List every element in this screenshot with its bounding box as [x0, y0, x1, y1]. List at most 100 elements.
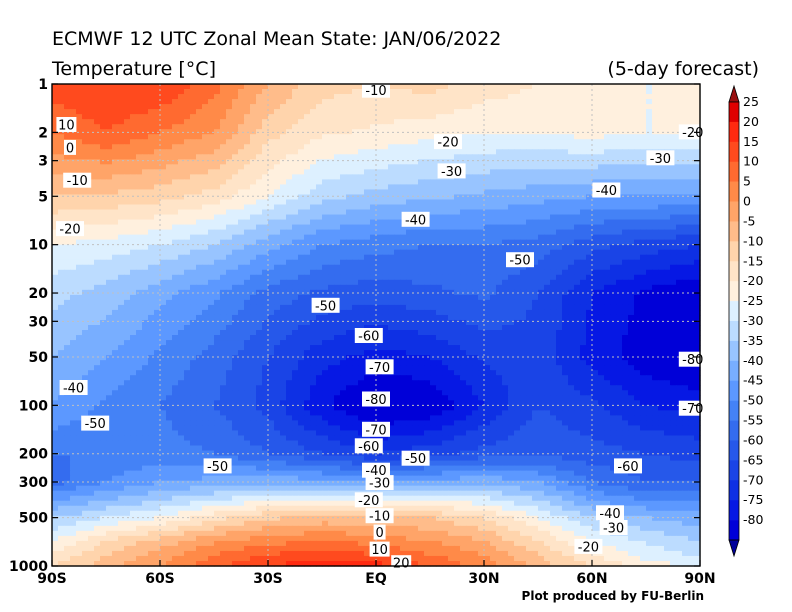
temperature-cell: [424, 89, 431, 95]
temperature-cell: [292, 89, 299, 95]
temperature-cell: [514, 144, 521, 150]
temperature-cell: [106, 89, 113, 95]
temperature-cell: [388, 204, 395, 211]
temperature-cell: [328, 264, 335, 271]
temperature-cell: [334, 274, 341, 281]
temperature-cell: [142, 174, 149, 180]
temperature-cell: [340, 269, 347, 276]
temperature-cell: [76, 119, 83, 125]
temperature-cell: [148, 99, 155, 105]
temperature-cell: [496, 219, 503, 226]
temperature-cell: [118, 119, 125, 125]
temperature-cell: [316, 84, 323, 90]
temperature-cell: [238, 159, 245, 165]
temperature-cell: [490, 179, 497, 186]
temperature-cell: [316, 169, 323, 175]
temperature-cell: [448, 104, 455, 110]
temperature-cell: [196, 299, 203, 306]
temperature-cell: [142, 264, 149, 271]
temperature-cell: [556, 154, 563, 160]
temperature-cell: [88, 314, 95, 321]
temperature-cell: [478, 194, 485, 201]
temperature-cell: [688, 159, 695, 165]
temperature-cell: [478, 234, 485, 241]
temperature-cell: [292, 174, 299, 180]
temperature-cell: [118, 134, 125, 140]
temperature-cell: [142, 239, 149, 246]
temperature-cell: [550, 149, 557, 155]
temperature-cell: [622, 99, 629, 105]
temperature-cell: [64, 309, 71, 316]
temperature-cell: [226, 279, 233, 286]
temperature-cell: [238, 189, 245, 196]
temperature-cell: [376, 279, 383, 286]
temperature-cell: [274, 254, 281, 261]
temperature-cell: [562, 214, 569, 221]
temperature-cell: [358, 109, 365, 115]
temperature-cell: [400, 144, 407, 150]
temperature-cell: [472, 89, 479, 95]
temperature-cell: [646, 209, 653, 216]
temperature-cell: [412, 239, 419, 246]
temperature-cell: [430, 184, 437, 191]
temperature-cell: [532, 114, 539, 120]
temperature-cell: [418, 249, 425, 256]
temperature-cell: [514, 274, 521, 281]
temperature-cell: [490, 274, 497, 281]
temperature-cell: [58, 209, 65, 216]
temperature-cell: [586, 129, 593, 135]
temperature-cell: [514, 294, 521, 301]
temperature-cell: [394, 294, 401, 301]
temperature-cell: [376, 119, 383, 125]
temperature-cell: [676, 199, 683, 206]
temperature-cell: [286, 94, 293, 100]
temperature-cell: [418, 134, 425, 140]
temperature-cell: [682, 94, 689, 100]
temperature-cell: [436, 109, 443, 115]
temperature-cell: [538, 289, 545, 296]
temperature-cell: [208, 149, 215, 155]
temperature-cell: [574, 244, 581, 251]
temperature-cell: [352, 139, 359, 145]
temperature-cell: [316, 204, 323, 211]
temperature-cell: [298, 219, 305, 226]
temperature-cell: [64, 314, 71, 321]
temperature-cell: [304, 154, 311, 160]
temperature-cell: [226, 269, 233, 276]
temperature-cell: [250, 254, 257, 261]
temperature-cell: [100, 299, 107, 306]
temperature-cell: [124, 94, 131, 100]
temperature-cell: [526, 134, 533, 140]
temperature-cell: [460, 299, 467, 306]
temperature-cell: [532, 209, 539, 216]
temperature-cell: [520, 214, 527, 221]
temperature-cell: [76, 309, 83, 316]
temperature-cell: [688, 149, 695, 155]
temperature-cell: [154, 154, 161, 160]
temperature-cell: [562, 254, 569, 261]
temperature-cell: [502, 119, 509, 125]
temperature-cell: [130, 104, 137, 110]
temperature-cell: [232, 299, 239, 306]
temperature-cell: [298, 89, 305, 95]
temperature-cell: [178, 199, 185, 206]
temperature-cell: [676, 184, 683, 191]
temperature-cell: [100, 209, 107, 216]
temperature-cell: [640, 99, 647, 105]
temperature-cell: [466, 124, 473, 130]
temperature-cell: [130, 189, 137, 196]
temperature-cell: [562, 129, 569, 135]
temperature-cell: [208, 104, 215, 110]
temperature-cell: [88, 194, 95, 201]
temperature-cell: [64, 269, 71, 276]
temperature-cell: [604, 89, 611, 95]
temperature-cell: [424, 134, 431, 140]
temperature-cell: [562, 164, 569, 170]
temperature-cell: [400, 244, 407, 251]
temperature-cell: [178, 229, 185, 236]
temperature-cell: [412, 109, 419, 115]
temperature-cell: [208, 144, 215, 150]
temperature-cell: [370, 249, 377, 256]
temperature-cell: [88, 289, 95, 296]
temperature-cell: [208, 259, 215, 266]
